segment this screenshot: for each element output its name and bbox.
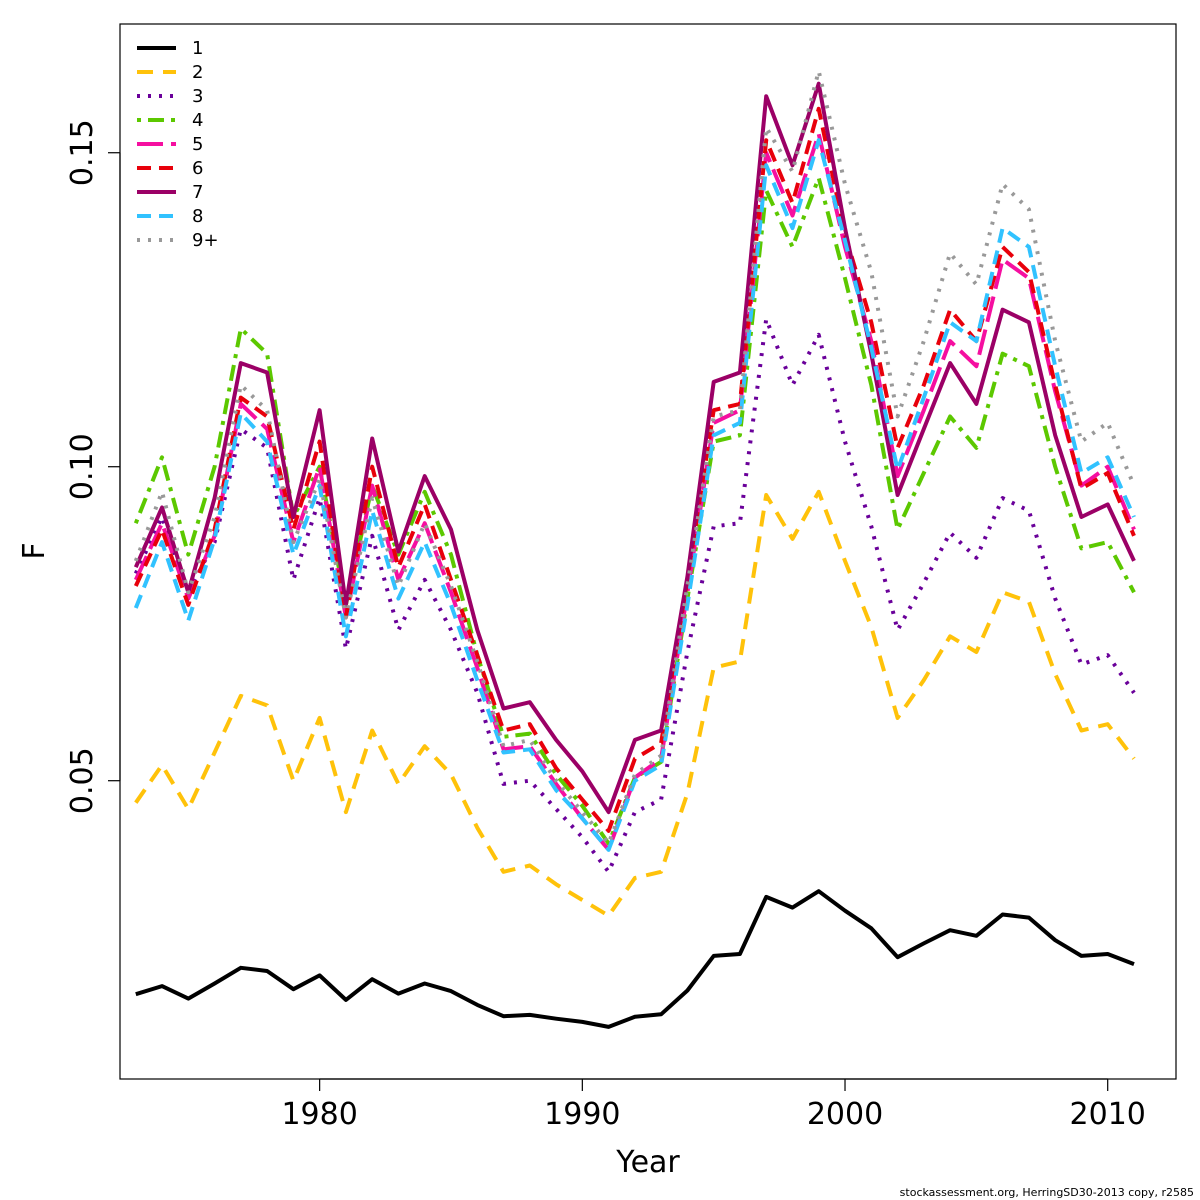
legend-label: 3 bbox=[192, 86, 203, 107]
x-tick-label: 2010 bbox=[1070, 1097, 1146, 1132]
x-tick-label: 1980 bbox=[281, 1097, 357, 1132]
series-line-1 bbox=[135, 889, 1135, 1029]
legend-label: 7 bbox=[192, 182, 203, 203]
plot-frame bbox=[119, 23, 1177, 1080]
series-group bbox=[133, 69, 1136, 1029]
legend: 1 2 3 4 5 6 7 8 9+ bbox=[137, 38, 219, 251]
x-axis-title: Year bbox=[615, 1145, 680, 1180]
legend-label: 1 bbox=[192, 38, 203, 59]
y-axis-title: F bbox=[17, 542, 52, 559]
x-axis: 1980 1990 2000 2010 bbox=[281, 1078, 1146, 1132]
footer-credit: stockassessment.org, HerringSD30-2013 co… bbox=[900, 1186, 1194, 1199]
y-tick-label: 0.10 bbox=[65, 433, 100, 500]
legend-label: 4 bbox=[192, 110, 203, 131]
series-line-8 bbox=[133, 138, 1136, 852]
x-tick-label: 1990 bbox=[544, 1097, 620, 1132]
x-tick-label: 2000 bbox=[807, 1097, 883, 1132]
series-line-3 bbox=[133, 317, 1136, 874]
legend-label: 6 bbox=[192, 158, 203, 179]
y-axis: 0.05 0.10 0.15 bbox=[65, 119, 121, 814]
legend-label: 5 bbox=[192, 134, 203, 155]
series-line-6 bbox=[133, 106, 1136, 833]
y-tick-label: 0.15 bbox=[65, 119, 100, 186]
series-line-9plus bbox=[133, 69, 1136, 846]
y-tick-label: 0.05 bbox=[65, 747, 100, 814]
legend-label: 2 bbox=[192, 62, 203, 83]
legend-label: 8 bbox=[192, 206, 203, 227]
legend-label: 9+ bbox=[192, 230, 219, 251]
series-line-2 bbox=[134, 489, 1136, 918]
series-line-7 bbox=[133, 81, 1136, 815]
